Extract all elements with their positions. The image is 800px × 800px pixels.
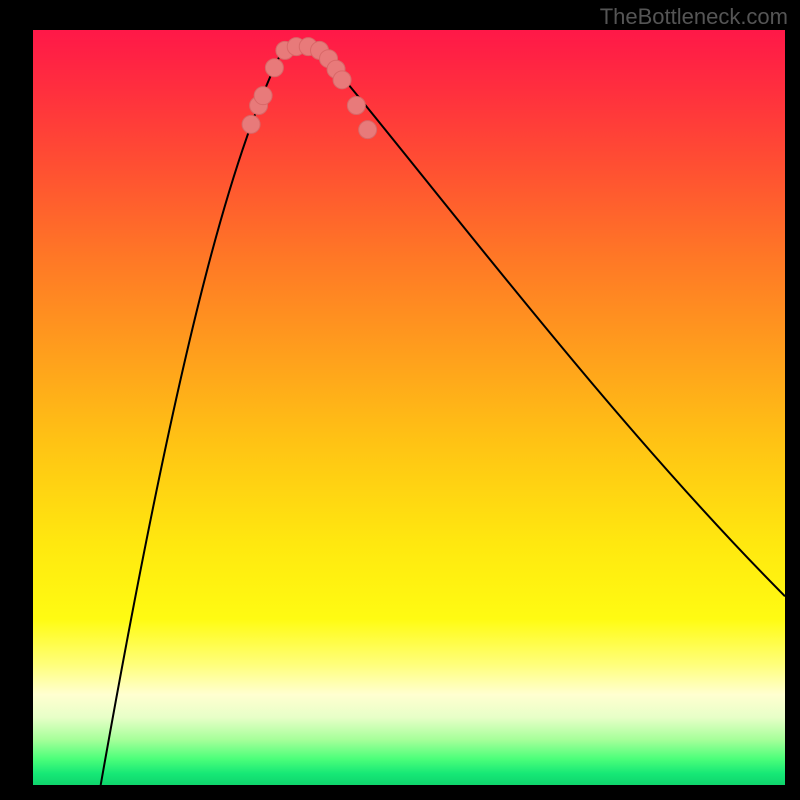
gradient-background: [33, 30, 785, 785]
data-marker: [254, 87, 272, 105]
data-marker: [265, 59, 283, 77]
data-marker: [242, 115, 260, 133]
plot-area: [33, 30, 785, 785]
data-marker: [347, 97, 365, 115]
chart-svg: [33, 30, 785, 785]
data-marker: [359, 121, 377, 139]
watermark-text: TheBottleneck.com: [600, 4, 788, 30]
chart-container: { "watermark": "TheBottleneck.com", "cha…: [0, 0, 800, 800]
data-marker: [333, 71, 351, 89]
